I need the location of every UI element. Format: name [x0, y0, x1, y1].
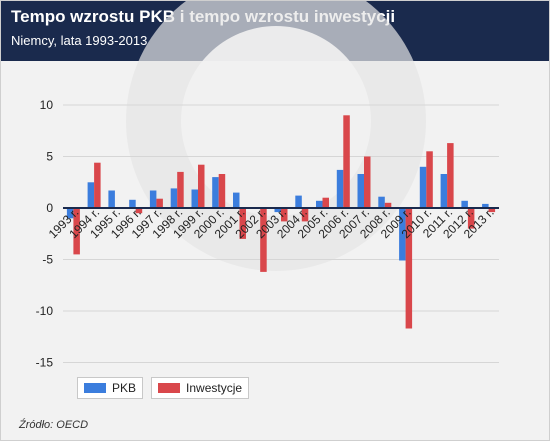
bar-inwestycje	[94, 162, 101, 208]
legend-item-pkb[interactable]: PKB	[77, 377, 144, 399]
y-tick-label: 5	[46, 150, 53, 164]
bar-pkb	[357, 174, 364, 208]
bar-inwestycje	[239, 208, 246, 239]
bar-pkb	[66, 208, 74, 219]
y-tick-label: -10	[36, 304, 54, 318]
bar-inwestycje	[384, 202, 392, 208]
bar-inwestycje	[156, 198, 163, 208]
bar-pkb	[378, 196, 385, 208]
bar-pkb	[295, 195, 302, 208]
bar-pkb	[461, 200, 468, 208]
bar-pkb	[336, 169, 344, 208]
source-note: Źródło: OECD	[19, 419, 89, 431]
bar-pkb	[233, 192, 240, 209]
bar-pkb	[440, 174, 448, 208]
bar-pkb	[108, 190, 115, 208]
bar-pkb	[419, 166, 427, 208]
bar-inwestycje	[343, 115, 350, 208]
bar-inwestycje	[405, 208, 413, 329]
bar-pkb	[274, 208, 281, 213]
bar-pkb	[149, 190, 157, 208]
chart-subtitle: Niemcy, lata 1993-2013	[11, 33, 148, 48]
y-tick-label: 10	[40, 98, 54, 112]
bar-pkb	[191, 189, 198, 208]
y-tick-label: -5	[42, 253, 53, 267]
legend: PKB Inwestycje	[77, 377, 250, 399]
bar-inwestycje	[467, 208, 475, 229]
bar-pkb	[87, 182, 95, 209]
bar-pkb	[482, 203, 489, 208]
legend-label-pkb: PKB	[112, 381, 137, 395]
y-tick-labels: -15 -10 -5 0 5 10	[36, 98, 54, 370]
bar-inwestycje	[198, 164, 205, 208]
bar-inwestycje	[177, 171, 184, 208]
bar-inwestycje	[426, 151, 433, 208]
y-tick-label: -15	[36, 356, 54, 370]
bar-pkb	[129, 199, 136, 208]
bar-inwestycje	[260, 208, 267, 272]
bar-inwestycje	[322, 197, 329, 208]
bar-inwestycje	[301, 208, 309, 222]
bar-inwestycje	[447, 143, 454, 208]
bar-pkb	[316, 200, 323, 208]
legend-swatch-inwestycje	[158, 383, 181, 393]
bar-inwestycje	[218, 174, 226, 208]
y-tick-label: 0	[46, 201, 53, 215]
bar-pkb	[212, 177, 219, 208]
bar-inwestycje	[488, 208, 496, 213]
legend-swatch-pkb	[84, 383, 106, 393]
legend-item-inwestycje[interactable]: Inwestycje	[151, 377, 250, 399]
bar-pkb	[399, 208, 406, 261]
bar-inwestycje	[135, 208, 143, 214]
bars	[66, 115, 496, 329]
bar-pkb	[170, 188, 178, 208]
bar-inwestycje	[73, 208, 80, 255]
bar-inwestycje	[364, 156, 371, 208]
legend-label-inwestycje: Inwestycje	[186, 381, 243, 395]
bar-inwestycje	[281, 208, 288, 222]
